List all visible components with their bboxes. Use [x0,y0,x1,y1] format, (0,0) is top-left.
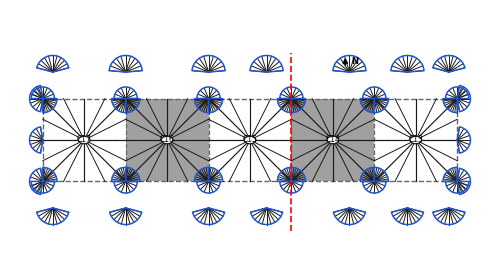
Text: C13: C13 [408,136,423,144]
Text: N: N [351,57,358,66]
Bar [126,99,208,181]
Bar [43,99,457,181]
Text: C14: C14 [326,136,340,144]
Text: C16: C16 [160,136,174,144]
Bar [292,99,374,181]
Ellipse shape [327,136,338,144]
Ellipse shape [78,136,90,144]
Text: C17: C17 [77,136,92,144]
Ellipse shape [162,136,173,144]
Text: C15: C15 [242,136,258,144]
Ellipse shape [410,136,422,144]
Ellipse shape [244,136,256,144]
